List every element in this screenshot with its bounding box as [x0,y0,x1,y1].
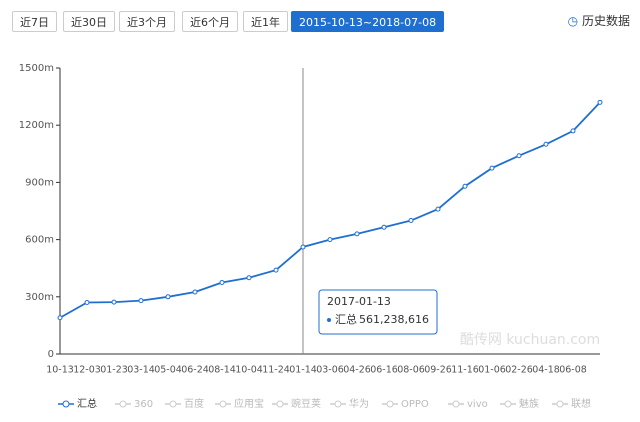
point [354,231,360,237]
x-tick-label: 09-26 [424,365,452,376]
x-tick-label: 06-24 [181,365,209,376]
x-tick-label: 11-24 [262,365,290,376]
y-tick-label: 600m [25,235,54,246]
x-tick-label: 08-06 [397,365,425,376]
y-tick-label: 0 [48,349,54,360]
point [111,299,117,305]
y-tick-label: 900m [25,177,54,188]
x-tick-label: 10-13 [46,365,74,376]
x-tick-label: 02-26 [505,365,533,376]
history-link[interactable]: ◷ 历史数据 [568,12,630,29]
legend-label: 汇总 [77,397,97,410]
legend-label: vivo [467,399,488,410]
x-tick-label: 12-03 [73,365,101,376]
x-tick-label: 04-18 [532,365,560,376]
x-tick-label: 03-06 [316,365,344,376]
point [462,183,468,189]
point [435,206,441,212]
point [273,267,279,273]
point [138,298,144,304]
x-tick-label: 10-04 [235,365,263,376]
point [219,280,225,285]
point [57,315,63,321]
point [381,224,387,230]
point [300,244,306,250]
x-tick-label: 06-16 [370,365,398,376]
range-button[interactable]: 近6个月 [182,11,238,32]
x-tick-label: 03-14 [127,365,155,376]
x-tick-label: 08-14 [208,365,236,376]
point [165,294,171,300]
legend-label: 360 [134,399,153,410]
point [516,153,522,159]
point [489,165,495,171]
legend-label: OPPO [401,399,429,410]
range-button[interactable]: 近1年 [243,11,288,32]
point [570,128,576,134]
x-tick-label: 05-04 [154,365,182,376]
legend-symbol [119,400,127,408]
history-text: 历史数据 [581,14,630,28]
point [543,141,549,147]
y-tick-label: 300m [25,292,54,303]
tooltip-series: 汇总 [335,312,357,326]
series-line [59,101,601,319]
legend-symbol [504,400,512,408]
legend-symbol [452,400,460,408]
legend-label: 豌豆荚 [291,397,321,410]
tooltip-dot [327,318,331,322]
point [327,237,333,243]
x-tick-label: 01-06 [478,365,506,376]
history-icon: ◷ [567,14,579,28]
tooltip-value: 561,238,616 [359,313,429,326]
x-tick-label: 11-16 [451,365,479,376]
tooltip-title: 2017-01-13 [327,295,391,308]
point [84,300,90,306]
x-tick-label: 06-08 [559,365,587,376]
x-tick-label: 04-26 [343,365,371,376]
range-button[interactable]: 近7日 [12,11,57,32]
legend-symbol [169,400,177,408]
legend-label: 百度 [184,397,204,410]
x-tick-label: 01-23 [100,365,128,376]
legend-symbol [219,400,227,408]
legend-label: 华为 [349,397,369,410]
legend-symbol [386,400,394,408]
legend-label: 魅族 [519,397,539,410]
point [597,99,603,105]
point [192,289,198,295]
point [246,275,252,281]
legend-symbol [556,400,564,408]
x-tick-label: 01-14 [289,365,317,376]
tooltip-box [318,289,438,335]
point [408,218,414,224]
legend-symbol [276,400,284,408]
legend-symbol [334,400,342,408]
y-tick-label: 1200m [19,120,54,131]
watermark: 酷传网 kuchuan.com [460,332,600,348]
range-button[interactable]: 近30日 [63,11,115,32]
range-button[interactable]: 近3个月 [119,11,175,32]
range-button-active[interactable]: 2015-10-13~2018-07-08 [291,11,445,32]
legend-symbol [62,400,70,408]
legend-label: 联想 [571,397,591,410]
legend-label: 应用宝 [234,397,264,410]
y-tick-label: 1500m [19,63,54,74]
